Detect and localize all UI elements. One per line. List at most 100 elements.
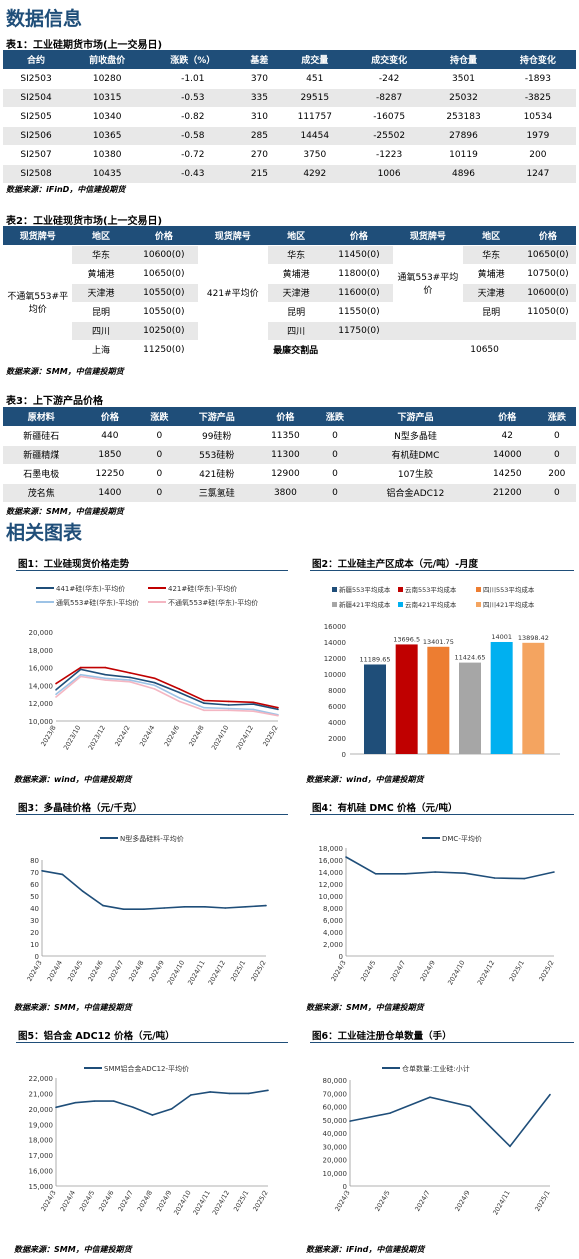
table-cell: 10534: [499, 107, 576, 127]
data-point: [549, 1093, 551, 1096]
data-point: [55, 689, 57, 691]
table-row: 石墨电极 12250 0 421硅粉 12900 0 107生胶 14250 200: [3, 464, 576, 484]
table-cell: -3825: [499, 88, 576, 108]
table-cell: 0: [315, 483, 355, 503]
x-tick-label: 2024/11: [186, 959, 206, 986]
price-cell: 10600(0): [129, 245, 199, 265]
table-cell: 0: [140, 445, 179, 465]
data-point: [129, 676, 131, 679]
chart4-svg: 18,000 16,000 14,000 12,000 10,000 8,000 6,000…: [319, 834, 556, 986]
table-cell: 14454: [278, 126, 352, 146]
data-point: [113, 1100, 115, 1102]
y-tick-label: 70,000: [323, 1090, 348, 1098]
x-tick-label: 2024/9: [148, 959, 166, 983]
upstream-downstream-table: 原材料 价格 涨跌 下游产品 价格 涨跌 下游产品 价格 涨跌 新疆硅石 440 0 99硅粉 11350…: [3, 407, 576, 503]
table1-title: 表1：工业硅期货市场(上一交易日): [6, 40, 163, 51]
legend-label: 441#硅(华东)-平均价: [56, 584, 125, 593]
table-cell: 0: [140, 483, 179, 503]
table-cell: 14000: [476, 445, 538, 465]
table-cell: 新疆精煤: [3, 445, 80, 465]
y-tick-label: 4,000: [323, 929, 343, 937]
column-header: 地区: [462, 226, 520, 246]
table-cell: 1006: [351, 164, 428, 184]
bar: [395, 644, 418, 754]
data-point: [227, 700, 230, 703]
data-point: [434, 871, 436, 873]
legend-label: 云南553平均成本: [405, 585, 457, 594]
y-tick-label: 10: [30, 941, 39, 949]
table2-title: 表2：工业硅现货市场(上一交易日): [6, 216, 163, 227]
table-cell: 215: [240, 164, 279, 184]
chart5-title: 图5：铝合金 ADC12 价格（元/吨）: [18, 1031, 175, 1042]
data-point: [509, 1145, 511, 1148]
table-cell: 111757: [278, 107, 352, 127]
x-tick-label: 2024/7: [116, 1189, 134, 1213]
bar: [427, 646, 450, 754]
table-cell: -0.43: [145, 164, 241, 184]
x-tick-label: 2024/9: [155, 1189, 173, 1213]
y-tick-label: 50: [30, 893, 39, 901]
table-cell: 10365: [69, 126, 146, 146]
table-cell: -0.58: [145, 126, 241, 146]
table-row: 昆明 10550(0) 昆明 11550(0) 昆明 11050(0): [3, 302, 576, 322]
region-cell: 四川: [72, 321, 130, 341]
data-point: [104, 679, 107, 681]
table-cell: 10280: [69, 69, 146, 89]
table-cell: -0.72: [145, 145, 241, 165]
y-tick-label: 60: [30, 881, 39, 889]
y-tick-label: 80: [30, 857, 39, 865]
data-point: [79, 675, 82, 678]
legend-label: 四川421平均成本: [483, 600, 535, 609]
x-tick-label: 2024/12: [476, 959, 496, 986]
column-header: 下游产品: [178, 407, 255, 427]
data-point: [178, 688, 181, 690]
table-cell: 335: [240, 88, 279, 108]
series-line: [55, 666, 279, 709]
x-tick-label: 2024/3: [329, 959, 347, 983]
table-cell: -1893: [499, 69, 576, 89]
grade-cell: 通氧553#平均价: [393, 245, 463, 322]
data-point: [143, 908, 145, 910]
table-cell: -1223: [351, 145, 428, 165]
chart2-svg: 16000 14000 12000 10000 8000 6000 4000 2000 0 新疆5…: [324, 585, 560, 759]
chart3-source: 数据来源：SMM，中信建投期货: [14, 1003, 132, 1012]
chart5-source: 数据来源：SMM，中信建投期货: [14, 1245, 132, 1254]
x-tick-label: 2024/3: [25, 959, 43, 983]
y-tick-label: 14,000: [319, 869, 344, 877]
data-point: [153, 688, 156, 690]
x-tick-label: 2024/10: [172, 1189, 192, 1216]
table-cell: 11300: [255, 445, 316, 465]
data-point: [41, 870, 43, 872]
table-row: SI2503 10280 -1.01 370 451 -242 3501 -1893: [3, 69, 576, 89]
series-line: [41, 870, 267, 910]
y-tick-label: 80,000: [323, 1077, 348, 1085]
data-point: [104, 677, 107, 680]
table-row: 黄埔港 10650(0) 黄埔港 11800(0) 黄埔港 10750(0): [3, 264, 576, 284]
region-cell: 华东: [72, 245, 130, 265]
y-tick-label: 12000: [324, 655, 346, 663]
price-cell: 11750(0): [324, 321, 394, 341]
y-tick-label: 6000: [328, 703, 346, 711]
data-point: [244, 906, 247, 908]
data-point: [61, 873, 64, 876]
data-point: [265, 904, 267, 907]
x-tick-label: 2024/7: [389, 959, 407, 983]
table-cell: -242: [351, 69, 428, 89]
grade-cell: 不通氧553#平均价: [3, 245, 73, 360]
table-cell: 1400: [79, 483, 141, 503]
table-cell: 421硅粉: [178, 464, 255, 484]
price-cell: 10250(0): [129, 321, 199, 341]
data-point: [228, 1092, 231, 1095]
y-tick-label: 14,000: [29, 682, 54, 690]
table-cell: 11350: [255, 426, 316, 446]
region-cell: 天津港: [72, 283, 130, 303]
y-tick-label: 22,000: [29, 1075, 54, 1083]
legend-label: DMC-平均价: [442, 834, 482, 843]
region-cell: 上海: [72, 340, 130, 360]
bar-data-label: 14001: [491, 633, 512, 641]
data-point: [209, 1091, 211, 1093]
column-header: 合约: [3, 50, 70, 70]
region-cell: 昆明: [462, 302, 520, 322]
data-point: [190, 1094, 192, 1096]
